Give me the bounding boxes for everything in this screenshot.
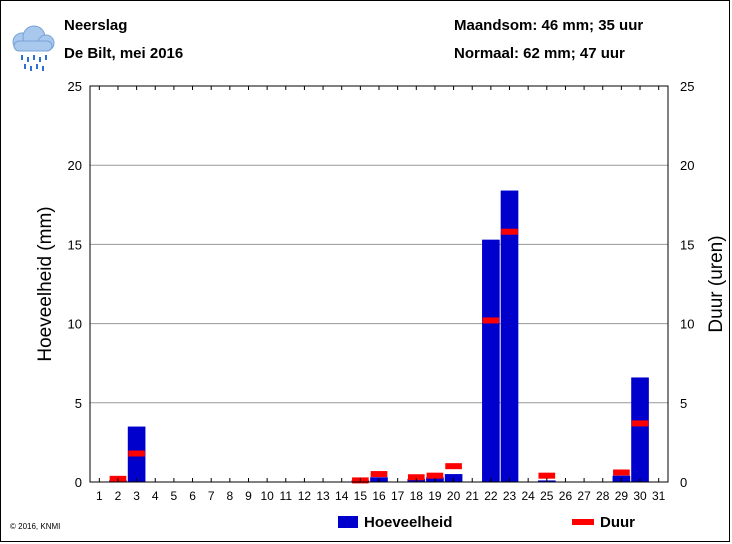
- legend-label-hoeveelheid: Hoeveelheid: [364, 514, 453, 531]
- normal-value: Normaal: 62 mm; 47 uur: [454, 45, 625, 62]
- legend-swatch-duur: [572, 519, 594, 525]
- chart-title: Neerslag: [64, 17, 128, 34]
- monthly-sum: Maandsom: 46 mm; 35 uur: [454, 17, 644, 34]
- legend-label-duur: Duur: [600, 514, 635, 531]
- rain-cloud-icon: [12, 25, 55, 71]
- copyright: © 2016, KNMI: [10, 522, 61, 531]
- legend-swatch-hoeveelheid: [338, 516, 358, 528]
- chart-subtitle: De Bilt, mei 2016: [64, 45, 184, 62]
